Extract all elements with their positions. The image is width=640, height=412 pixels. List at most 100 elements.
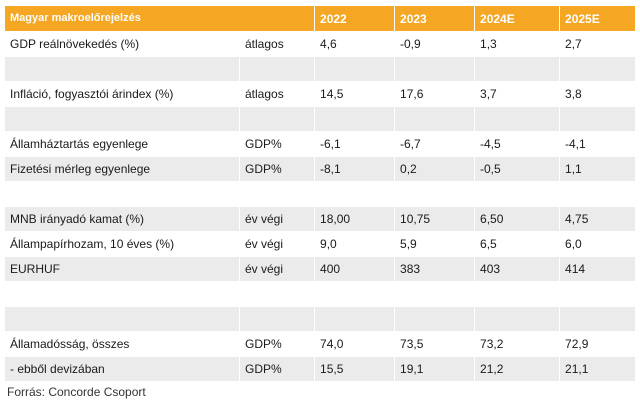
- table-row: [5, 307, 636, 332]
- value-cell: [474, 282, 560, 307]
- value-cell: [394, 182, 475, 207]
- source-note: Forrás: Concorde Csoport: [7, 385, 146, 399]
- table-row: MNB irányadó kamat (%) év végi 18,00 10,75 6…: [5, 207, 636, 232]
- row-unit: GDP%: [239, 157, 315, 182]
- row-label: Államháztartás egyenlege: [5, 132, 239, 157]
- value-cell: 403: [474, 257, 560, 282]
- value-cell: -8,1: [314, 157, 395, 182]
- macro-forecast-table: Magyar makroelőrejelzés 2022 2023 2024E …: [5, 6, 636, 382]
- table-row: Államadósság, összes GDP% 74,0 73,5 73,2 72,9: [5, 332, 636, 357]
- value-cell: 72,9: [559, 332, 636, 357]
- row-label: Infláció, fogyasztói árindex (%): [5, 82, 239, 107]
- value-cell: [394, 307, 475, 332]
- year-header: 2024E: [474, 6, 560, 32]
- table-title: Magyar makroelőrejelzés: [5, 6, 315, 32]
- value-cell: 19,1: [394, 357, 475, 382]
- row-label: EURHUF: [5, 257, 239, 282]
- table-row: Fizetési mérleg egyenlege GDP% -8,1 0,2 -0,5…: [5, 157, 636, 182]
- header-row: Magyar makroelőrejelzés 2022 2023 2024E …: [5, 6, 636, 32]
- value-cell: 6,0: [559, 232, 636, 257]
- value-cell: [394, 107, 475, 132]
- value-cell: 1,3: [474, 32, 560, 57]
- value-cell: 3,7: [474, 82, 560, 107]
- value-cell: 0,2: [394, 157, 475, 182]
- value-cell: 9,0: [314, 232, 395, 257]
- row-unit: [239, 307, 315, 332]
- row-label: [5, 107, 239, 132]
- row-unit: év végi: [239, 207, 315, 232]
- row-label: Állampapírhozam, 10 éves (%): [5, 232, 239, 257]
- row-unit: év végi: [239, 232, 315, 257]
- value-cell: 73,5: [394, 332, 475, 357]
- row-unit: [239, 182, 315, 207]
- value-cell: 383: [394, 257, 475, 282]
- value-cell: -6,1: [314, 132, 395, 157]
- row-unit: GDP%: [239, 332, 315, 357]
- row-label: Államadósság, összes: [5, 332, 239, 357]
- row-unit: év végi: [239, 257, 315, 282]
- value-cell: [559, 107, 636, 132]
- row-unit: [239, 57, 315, 82]
- value-cell: 74,0: [314, 332, 395, 357]
- table-row: [5, 282, 636, 307]
- value-cell: [474, 57, 560, 82]
- value-cell: [314, 282, 395, 307]
- year-header: 2022: [314, 6, 395, 32]
- value-cell: 6,5: [474, 232, 560, 257]
- table-row: EURHUF év végi 400 383 403 414: [5, 257, 636, 282]
- value-cell: -0,5: [474, 157, 560, 182]
- value-cell: 400: [314, 257, 395, 282]
- table-body: GDP reálnövekedés (%) átlagos 4,6 -0,9 1,3 2,…: [5, 32, 636, 382]
- value-cell: [474, 107, 560, 132]
- value-cell: 414: [559, 257, 636, 282]
- value-cell: [394, 57, 475, 82]
- row-label: GDP reálnövekedés (%): [5, 32, 239, 57]
- table-header: Magyar makroelőrejelzés 2022 2023 2024E …: [5, 6, 636, 32]
- value-cell: [559, 182, 636, 207]
- value-cell: -0,9: [394, 32, 475, 57]
- value-cell: [474, 307, 560, 332]
- value-cell: 15,5: [314, 357, 395, 382]
- row-label: [5, 282, 239, 307]
- value-cell: 4,6: [314, 32, 395, 57]
- row-label: [5, 57, 239, 82]
- value-cell: -4,1: [559, 132, 636, 157]
- row-label: [5, 307, 239, 332]
- table-row: Állampapírhozam, 10 éves (%) év végi 9,0 5,…: [5, 232, 636, 257]
- row-unit: [239, 282, 315, 307]
- value-cell: -4,5: [474, 132, 560, 157]
- table-row: [5, 107, 636, 132]
- value-cell: -6,7: [394, 132, 475, 157]
- value-cell: [474, 182, 560, 207]
- value-cell: 1,1: [559, 157, 636, 182]
- row-unit: GDP%: [239, 132, 315, 157]
- table-row: - ebből devizában GDP% 15,5 19,1 21,2 21,1: [5, 357, 636, 382]
- value-cell: [559, 307, 636, 332]
- table-row: [5, 182, 636, 207]
- value-cell: 21,2: [474, 357, 560, 382]
- row-label: [5, 182, 239, 207]
- value-cell: 5,9: [394, 232, 475, 257]
- row-label: Fizetési mérleg egyenlege: [5, 157, 239, 182]
- row-label: MNB irányadó kamat (%): [5, 207, 239, 232]
- table-row: [5, 57, 636, 82]
- value-cell: [314, 107, 395, 132]
- row-label: - ebből devizában: [5, 357, 239, 382]
- row-unit: átlagos: [239, 32, 315, 57]
- value-cell: [314, 307, 395, 332]
- value-cell: 73,2: [474, 332, 560, 357]
- value-cell: [314, 57, 395, 82]
- row-unit: GDP%: [239, 357, 315, 382]
- table-row: GDP reálnövekedés (%) átlagos 4,6 -0,9 1,3 2,…: [5, 32, 636, 57]
- value-cell: 21,1: [559, 357, 636, 382]
- year-header: 2025E: [559, 6, 636, 32]
- value-cell: [559, 282, 636, 307]
- value-cell: 18,00: [314, 207, 395, 232]
- value-cell: 2,7: [559, 32, 636, 57]
- value-cell: [394, 282, 475, 307]
- value-cell: 3,8: [559, 82, 636, 107]
- value-cell: 4,75: [559, 207, 636, 232]
- row-unit: átlagos: [239, 82, 315, 107]
- table-row: Államháztartás egyenlege GDP% -6,1 -6,7 -4,5…: [5, 132, 636, 157]
